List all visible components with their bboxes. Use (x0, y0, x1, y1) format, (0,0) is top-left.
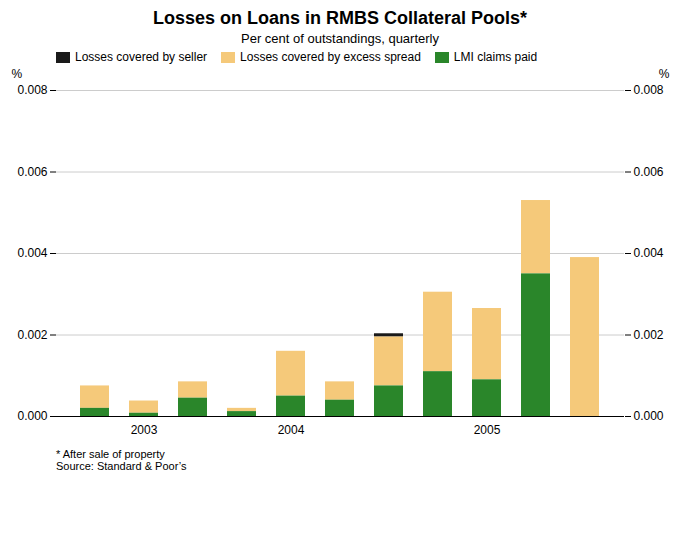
svg-text:2004: 2004 (278, 423, 305, 437)
html-text:Source: Standard & Poor’s: Source: Standard & Poor’s (56, 460, 187, 472)
html-text:Losses on Loans in RMBS Collat: Losses on Loans in RMBS Collateral Pools… (153, 8, 527, 28)
svg-text:0.006: 0.006 (17, 165, 47, 179)
html-text:Losses covered by seller: Losses covered by seller (75, 50, 208, 64)
svg-text:0.000: 0.000 (17, 409, 47, 423)
svg-text:0.008: 0.008 (634, 83, 664, 97)
html-text:Losses covered by excess sprea: Losses covered by excess spread (240, 50, 421, 64)
svg-text:0.006: 0.006 (634, 165, 664, 179)
svg-text:0.004: 0.004 (17, 246, 47, 260)
svg-text:0.008: 0.008 (17, 83, 47, 97)
svg-text:%: % (659, 67, 670, 81)
html-text:* After sale of property: * After sale of property (56, 448, 165, 460)
svg-text:2003: 2003 (131, 423, 158, 437)
html-text:Per cent of outstandings, quar: Per cent of outstandings, quarterly (241, 31, 439, 46)
svg-text:0.002: 0.002 (17, 328, 47, 342)
svg-text:0.000: 0.000 (634, 409, 664, 423)
svg-text:2005: 2005 (474, 423, 501, 437)
svg-text:0.004: 0.004 (634, 246, 664, 260)
html-text:LMI claims paid: LMI claims paid (453, 50, 538, 64)
svg-text:%: % (12, 67, 23, 81)
svg-text:0.002: 0.002 (634, 328, 664, 342)
